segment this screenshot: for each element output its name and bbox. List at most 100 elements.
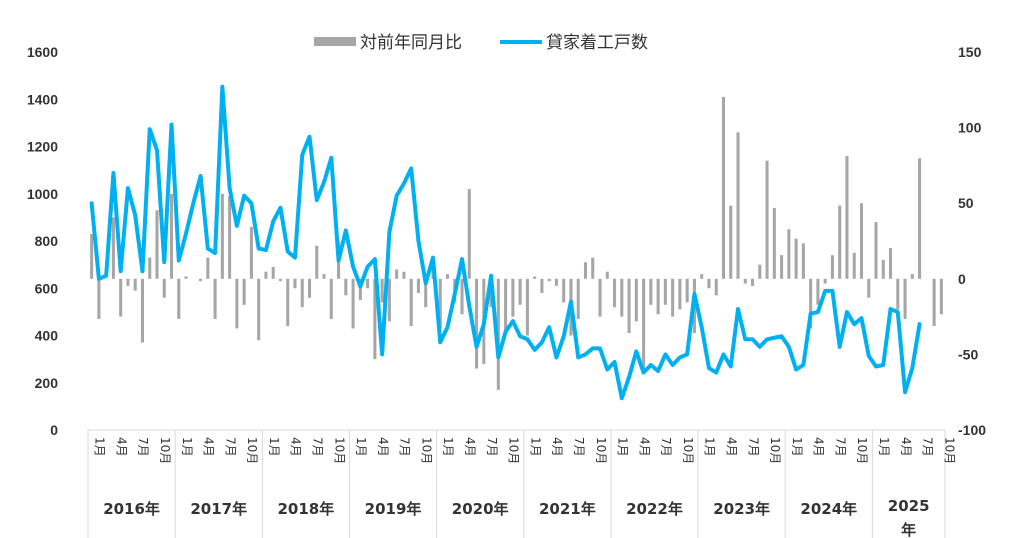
bar — [939, 278, 943, 315]
bar — [881, 259, 885, 279]
bar — [852, 252, 856, 279]
month-tick-label: 4月 — [376, 437, 390, 457]
year-label: 2018年 — [278, 500, 335, 518]
bar — [642, 278, 646, 369]
bar — [249, 226, 253, 279]
month-tick-label: 10月 — [245, 437, 259, 464]
bar — [627, 278, 631, 334]
month-tick-label: 1月 — [528, 437, 542, 457]
bar — [809, 278, 813, 329]
bar — [765, 160, 769, 279]
bar — [736, 132, 740, 279]
bar — [358, 278, 362, 301]
bar — [743, 278, 747, 284]
bar — [133, 278, 137, 291]
bar — [613, 278, 617, 308]
year-label: 2021年 — [539, 500, 596, 518]
bar — [213, 278, 217, 319]
bar — [307, 278, 312, 298]
month-tick-label: 10月 — [507, 437, 521, 464]
bar — [438, 278, 442, 329]
month-tick-label: 4月 — [637, 437, 651, 457]
bar — [554, 278, 558, 286]
bar — [409, 278, 413, 327]
bar — [605, 271, 609, 279]
bar — [155, 210, 159, 279]
bar — [859, 203, 863, 279]
legend: 対前年同月比 貸家着工戸数 — [314, 33, 648, 53]
left-tick-label: 200 — [35, 375, 59, 391]
bar — [97, 278, 101, 319]
year-label: 2023年 — [713, 500, 770, 518]
month-tick-label: 1月 — [441, 437, 455, 457]
bar-series — [90, 96, 943, 390]
month-tick-label: 4月 — [899, 437, 913, 457]
bar — [424, 278, 428, 308]
bar — [562, 278, 566, 303]
left-tick-label: 0 — [50, 422, 58, 438]
bar — [576, 278, 580, 319]
bar — [373, 278, 377, 360]
bar — [867, 278, 871, 298]
bar — [496, 278, 500, 390]
year-label: 2016年 — [103, 500, 160, 518]
bar — [620, 278, 624, 317]
bar — [206, 257, 210, 279]
right-tick-label: -100 — [958, 422, 986, 438]
bar — [591, 257, 595, 279]
bar — [830, 255, 834, 279]
bar — [678, 278, 682, 310]
month-tick-label: 1月 — [354, 437, 368, 457]
month-tick-label: 10月 — [681, 437, 695, 464]
month-tick-label: 10月 — [419, 437, 433, 464]
month-tick-label: 1月 — [267, 437, 281, 457]
bar — [700, 274, 704, 279]
bar — [271, 266, 275, 279]
bar — [344, 278, 348, 296]
bar — [235, 278, 239, 329]
month-tick-label: 7月 — [311, 437, 325, 457]
right-axis: -100 -50 0 50 100 150 — [958, 44, 986, 438]
bar — [816, 278, 820, 305]
bar — [119, 278, 123, 317]
month-tick-label: 7月 — [398, 437, 412, 457]
bar — [780, 255, 784, 279]
bar — [910, 274, 914, 279]
bar — [402, 271, 406, 279]
bar — [504, 278, 508, 331]
month-tick-label: 10月 — [942, 437, 956, 464]
bar — [758, 264, 762, 279]
bar — [467, 189, 471, 279]
bar — [322, 274, 326, 279]
year-label: 2020年 — [452, 500, 509, 518]
bar — [518, 278, 522, 305]
month-tick-label: 10月 — [594, 437, 608, 464]
bar — [685, 278, 689, 303]
month-tick-label: 4月 — [550, 437, 564, 457]
bar — [242, 278, 246, 305]
bar — [257, 278, 261, 341]
bar — [540, 278, 544, 293]
bar — [511, 278, 515, 317]
bar — [315, 245, 319, 279]
bar — [547, 278, 551, 282]
bar — [264, 271, 268, 279]
x-axis: 2016年 2017年 2018年 2019年 2020年 2021年 2022年 2023年… — [87, 429, 956, 538]
right-tick-label: 100 — [958, 120, 982, 136]
left-tick-label: 1200 — [27, 139, 58, 155]
bar — [90, 233, 94, 279]
month-tick-label: 4月 — [202, 437, 216, 457]
line-path — [89, 84, 922, 401]
bar — [395, 269, 399, 279]
bar — [278, 278, 282, 282]
month-tick-label: 7月 — [136, 437, 150, 457]
legend-line-label: 貸家着工戸数 — [546, 33, 648, 53]
bar — [111, 217, 115, 279]
month-tick-label: 7月 — [746, 437, 760, 457]
bar — [184, 276, 188, 279]
month-tick-label: 10月 — [332, 437, 346, 464]
month-tick-label: 7月 — [485, 437, 499, 457]
month-tick-label: 7月 — [921, 437, 935, 457]
bar — [162, 278, 166, 298]
